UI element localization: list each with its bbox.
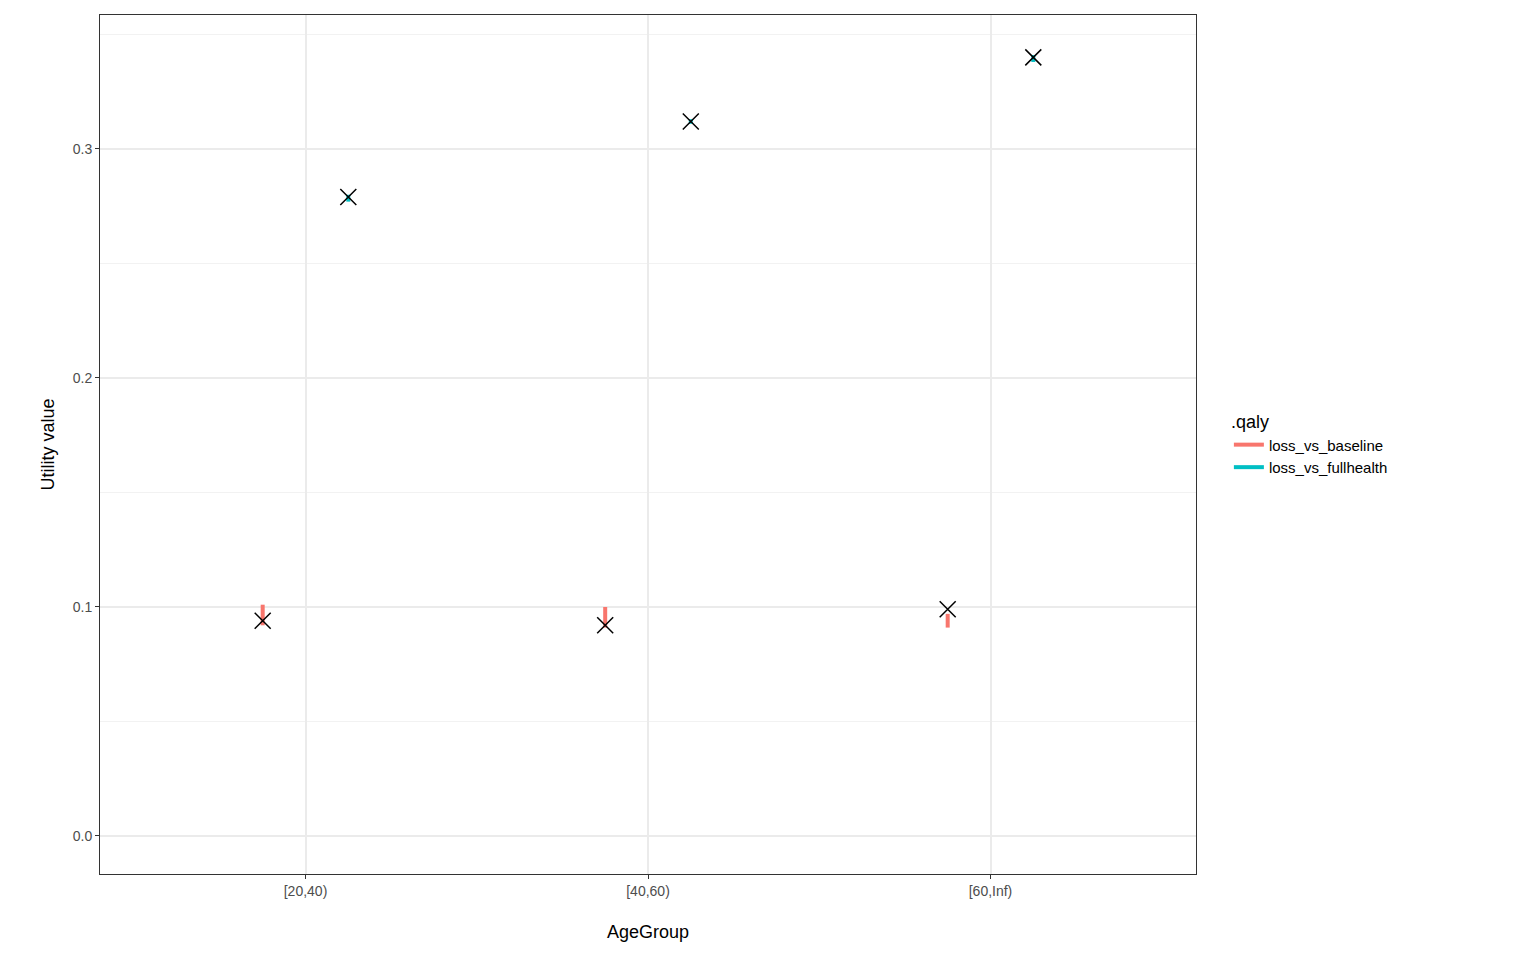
svg-text:0.1: 0.1 [73,599,93,615]
svg-text:AgeGroup: AgeGroup [607,922,689,942]
svg-text:[20,40): [20,40) [284,883,328,899]
svg-text:0.0: 0.0 [73,828,93,844]
svg-text:0.3: 0.3 [73,141,93,157]
svg-text:loss_vs_baseline: loss_vs_baseline [1269,437,1383,454]
svg-text:Utility value: Utility value [38,398,58,490]
svg-text:[40,60): [40,60) [626,883,670,899]
svg-text:loss_vs_fullhealth: loss_vs_fullhealth [1269,459,1387,476]
svg-text:.qaly: .qaly [1231,412,1269,432]
svg-text:0.2: 0.2 [73,370,93,386]
svg-text:[60,Inf): [60,Inf) [969,883,1013,899]
